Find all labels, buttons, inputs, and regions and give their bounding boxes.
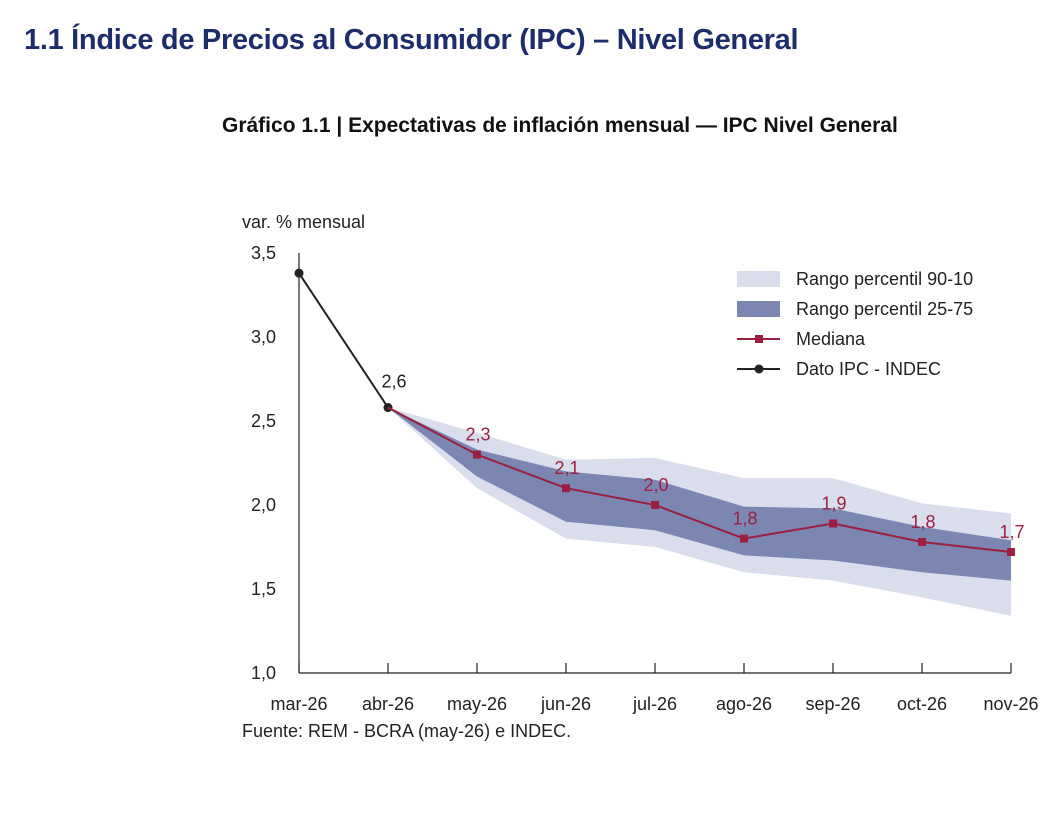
y-tick-label: 2,5 (251, 411, 276, 431)
chart-title: Gráfico 1.1 | Expectativas de inflación … (222, 114, 898, 137)
legend-label: Rango percentil 90-10 (796, 269, 973, 289)
x-tick-label: nov-26 (983, 694, 1038, 714)
median-data-label: 2,1 (554, 458, 579, 478)
band-25-75 (388, 407, 1011, 581)
legend-label: Rango percentil 25-75 (796, 299, 973, 319)
y-tick-label: 3,0 (251, 327, 276, 347)
legend-label: Mediana (796, 329, 866, 349)
x-tick-label: sep-26 (805, 694, 860, 714)
median-line (387, 406, 1012, 554)
axes-layer: 1,0 1,5 2,0 2,5 3,0 3,5 mar-26 abr-26 may-26 jun-… (251, 243, 1039, 714)
median-data-label: 1,7 (999, 522, 1024, 542)
y-tick-label: 2,0 (251, 495, 276, 515)
x-tick-label: may-26 (447, 694, 507, 714)
median-data-label: 1,9 (821, 493, 846, 513)
median-point (473, 450, 481, 459)
lines-layer (294, 268, 1015, 557)
y-tick-label: 3,5 (251, 243, 276, 263)
y-axis-unit-label: var. % mensual (242, 212, 366, 232)
legend-label: Dato IPC - INDEC (796, 359, 941, 379)
x-tick-label: oct-26 (897, 694, 947, 714)
median-point (918, 537, 926, 546)
section-title: 1.1 Índice de Precios al Consumidor (IPC… (24, 24, 799, 56)
median-point (1007, 548, 1015, 557)
legend-swatch-25-75 (737, 301, 780, 317)
median-data-label: 2,3 (465, 425, 490, 445)
ipc-line (298, 272, 389, 409)
y-tick-label: 1,5 (251, 579, 276, 599)
median-point (651, 501, 659, 509)
x-tick-label: mar-26 (270, 694, 327, 714)
data-labels-layer: 2,3 2,1 2,0 1,8 1,9 1,8 1,7 2,6 (381, 372, 1024, 542)
median-point (829, 519, 837, 528)
x-tick-label: ago-26 (716, 694, 772, 714)
x-tick-label: abr-26 (362, 694, 414, 714)
median-point (740, 534, 748, 543)
ipc-point (294, 268, 304, 278)
legend: Rango percentil 90-10 Rango percentil 25-… (737, 269, 973, 379)
x-tick-label: jun-26 (540, 694, 591, 714)
median-data-label: 1,8 (910, 512, 935, 532)
legend-swatch-median-marker (755, 335, 763, 343)
ipc-data-label: 2,6 (381, 372, 406, 392)
y-tick-label: 1,0 (251, 663, 276, 683)
median-point (562, 484, 570, 493)
median-data-label: 1,8 (732, 509, 757, 529)
source-note: Fuente: REM - BCRA (may-26) e INDEC. (242, 721, 572, 741)
median-data-label: 2,0 (643, 475, 668, 495)
legend-swatch-90-10 (737, 271, 780, 287)
x-tick-label: jul-26 (632, 694, 677, 714)
legend-swatch-ipc-marker (754, 364, 764, 374)
band-25-75-layer (388, 407, 1011, 581)
